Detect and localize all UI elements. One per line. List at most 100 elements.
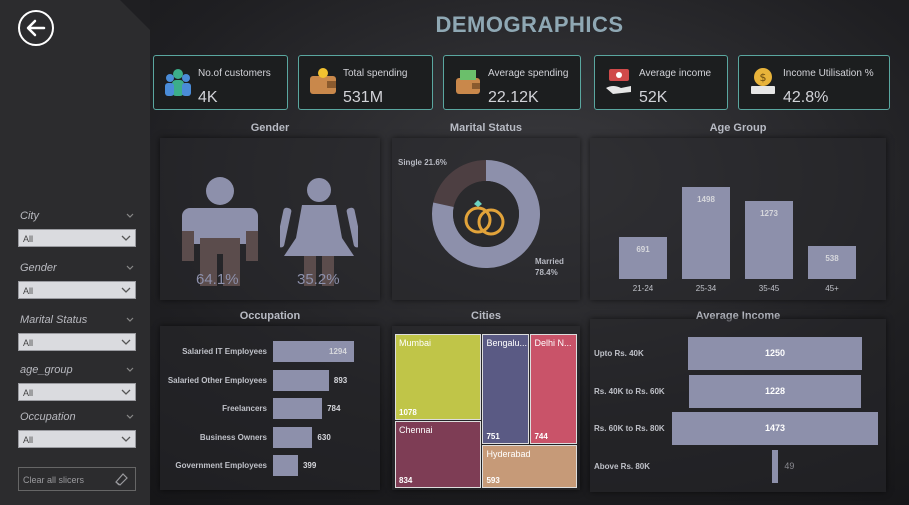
kpi-value: 4K: [198, 89, 218, 106]
income-bar[interactable]: [771, 449, 779, 483]
occupation-value: 784: [327, 404, 341, 413]
treemap-tile[interactable]: Hyderabad 593: [482, 444, 577, 488]
marital-title: Marital Status: [449, 122, 523, 134]
slicer-label-city: City: [20, 210, 39, 222]
age-axis-label: 21-24: [632, 284, 654, 293]
kpi-label: Average spending: [488, 68, 569, 79]
treemap-tile[interactable]: Delhi N... 744: [530, 334, 577, 444]
occupation-bar[interactable]: [273, 398, 323, 419]
occupation-bar[interactable]: [273, 341, 354, 362]
income-label: Above Rs. 80K: [594, 461, 651, 471]
kpi-label: No.of customers: [198, 68, 271, 79]
chevron-down-icon[interactable]: [126, 413, 134, 421]
avg-income-panel: Upto Rs. 40K 1250 Rs. 40K to Rs. 60K 1228…: [590, 319, 886, 492]
female-percent: 35.2%: [297, 271, 340, 288]
slicer-dropdown-age-group[interactable]: All: [18, 383, 136, 401]
age-bar[interactable]: [745, 200, 793, 279]
age-bar-value: 538: [825, 253, 839, 263]
occupation-value: 893: [333, 375, 348, 385]
chevron-down-icon: [121, 287, 131, 293]
slicer-dropdown-gender[interactable]: All: [18, 281, 136, 299]
age-panel: 691 21-24 1498 25-34 1273 35-45 538 45+: [590, 138, 886, 300]
kpi-value: 42.8%: [783, 89, 829, 106]
donut-hole: [453, 181, 519, 247]
chevron-down-icon: [121, 389, 131, 395]
slicer-dropdown-occupation[interactable]: All: [18, 430, 136, 448]
chevron-down-icon[interactable]: [126, 316, 134, 324]
occupation-value: 630: [317, 432, 331, 442]
back-arrow-icon[interactable]: [18, 10, 54, 46]
occupation-bar[interactable]: [273, 369, 329, 391]
income-value: 1250: [764, 348, 786, 358]
age-bar-value: 1273: [760, 208, 778, 218]
treemap-tile-label: Mumbai: [399, 338, 432, 348]
occupation-panel: Salaried IT Employees 1294 Salaried Other…: [160, 326, 380, 490]
kpi-card-average-income: Average income 52K: [594, 55, 728, 110]
chevron-down-icon[interactable]: [126, 212, 134, 220]
slicer-value: All: [23, 435, 34, 445]
chevron-down-icon: [121, 436, 131, 442]
age-axis-label: 35-45: [758, 284, 780, 293]
age-title: Age Group: [709, 122, 767, 134]
slicer-dropdown-city[interactable]: All: [18, 229, 136, 247]
slicer-value: All: [23, 286, 34, 296]
customers-icon: [165, 69, 191, 96]
income-label: Rs. 40K to Rs. 60K: [594, 386, 665, 396]
age-bar[interactable]: [808, 245, 856, 279]
treemap-tile[interactable]: Bengalu... 751: [482, 334, 530, 444]
kpi-value: 531M: [343, 89, 384, 106]
slicer-value: All: [23, 388, 34, 398]
treemap-tile-value: 751: [486, 431, 500, 441]
occupation-bar[interactable]: [273, 455, 298, 476]
kpi-card-average-spending: Average spending 22.12K: [443, 55, 581, 110]
age-axis-label: 25-34: [695, 284, 717, 293]
age-bar[interactable]: [619, 236, 667, 279]
treemap-tile-value: 1078: [399, 408, 417, 418]
income-bar[interactable]: [672, 412, 878, 445]
clear-slicers-button[interactable]: Clear all slicers: [18, 467, 136, 491]
occupation-title: Occupation: [239, 310, 301, 322]
donut-slice-married[interactable]: [432, 160, 540, 268]
treemap-tile-value: 593: [486, 475, 500, 485]
gender-title: Gender: [250, 122, 290, 134]
treemap-tile[interactable]: Mumbai 1078: [395, 334, 482, 421]
age-bar[interactable]: [682, 187, 730, 279]
occupation-label: Salaried Other Employees: [167, 375, 267, 385]
kpi-label: Income Utilisation %: [783, 68, 874, 79]
kpi-card-no-of-customers: No.of customers 4K: [153, 55, 288, 110]
page-title: DEMOGRAPHICS: [435, 12, 624, 37]
occupation-label: Freelancers: [222, 404, 267, 413]
chevron-down-icon[interactable]: [126, 366, 134, 374]
donut-slice-single[interactable]: [433, 160, 486, 208]
treemap-tile-value: 744: [534, 431, 548, 441]
clear-slicers-label: Clear all slicers: [23, 475, 85, 485]
occupation-label: Business Owners: [199, 432, 267, 442]
single-label: Single 21.6%: [398, 158, 447, 167]
gender-panel: 64.1% 35.2%: [160, 138, 380, 300]
income-bar[interactable]: [687, 337, 863, 370]
age-axis-label: 45+: [825, 284, 839, 293]
occupation-value: 1294: [329, 347, 347, 356]
married-label: Married: [535, 257, 564, 266]
chevron-down-icon: [121, 235, 131, 241]
income-bar[interactable]: [689, 374, 861, 408]
avg-income-bar-chart: Upto Rs. 40K 1250 Rs. 40K to Rs. 60K 1228…: [590, 319, 886, 492]
treemap-tile[interactable]: Chennai 834: [395, 421, 482, 488]
treemap-tile-value: 834: [399, 475, 413, 485]
eraser-icon: [115, 473, 128, 486]
slicer-dropdown-marital-status[interactable]: All: [18, 333, 136, 351]
income-label: Upto Rs. 40K: [594, 349, 644, 358]
occupation-bar-chart: Salaried IT Employees 1294 Salaried Other…: [160, 326, 380, 490]
slicer-label-gender: Gender: [20, 262, 57, 274]
occupation-bar[interactable]: [273, 426, 313, 448]
slicer-label-marital-status: Marital Status: [20, 314, 88, 326]
marital-panel: Single 21.6% Married 78.4%: [392, 138, 580, 300]
sidebar-notch: [120, 0, 150, 30]
cities-treemap: Mumbai 1078 Bengalu... 751 Delhi N... 74…: [395, 334, 578, 489]
income-value: 1473: [764, 423, 786, 433]
income-value: 49: [784, 460, 795, 471]
chevron-down-icon[interactable]: [126, 264, 134, 272]
male-figure-icon: [182, 177, 258, 286]
treemap-tile-label: Bengalu...: [486, 338, 527, 348]
occupation-label: Salaried IT Employees: [182, 347, 267, 356]
